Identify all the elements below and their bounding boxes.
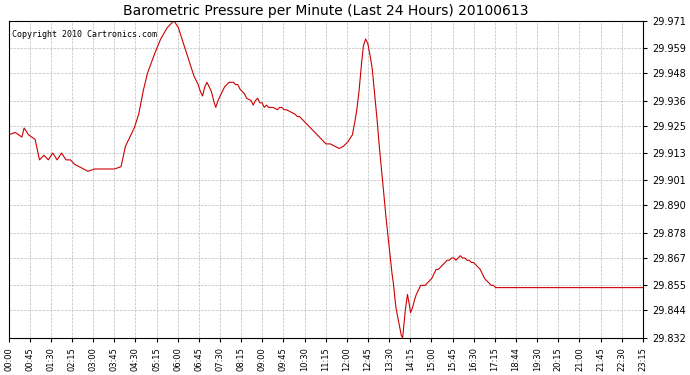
Title: Barometric Pressure per Minute (Last 24 Hours) 20100613: Barometric Pressure per Minute (Last 24 … <box>123 4 529 18</box>
Text: Copyright 2010 Cartronics.com: Copyright 2010 Cartronics.com <box>12 30 157 39</box>
